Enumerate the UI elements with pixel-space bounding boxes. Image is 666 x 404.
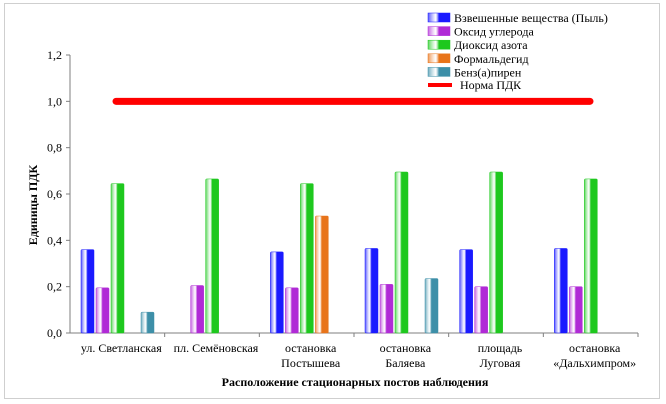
x-category-label: остановка Постышева [281, 341, 341, 370]
y-tick-label: 1,2 [47, 48, 62, 62]
legend-label: Оксид углерода [454, 25, 534, 39]
legend-label: Норма ПДК [460, 78, 522, 92]
y-tick-label: 0,4 [47, 233, 62, 247]
bar [140, 311, 155, 334]
y-tick-label: 0,2 [47, 280, 62, 294]
legend-swatch [427, 53, 451, 64]
bar [270, 251, 284, 334]
y-tick-label: 0,0 [47, 326, 62, 340]
legend-swatch [427, 67, 451, 77]
legend-label: Формальдегид [454, 52, 529, 66]
bar [364, 248, 379, 334]
bar [424, 278, 439, 334]
bar [584, 178, 598, 334]
bar [110, 183, 125, 334]
bar [190, 285, 204, 334]
bar [300, 183, 314, 334]
bar [379, 284, 394, 334]
bars [80, 171, 598, 334]
legend-swatch [427, 26, 451, 36]
bar [285, 287, 299, 334]
x-axis-title: Расположение стационарных постов наблюде… [222, 375, 489, 389]
legend-label: Взвешенные вещества (Пыль) [454, 11, 608, 25]
x-category-label: остановка «Дальхимпром» [553, 341, 636, 370]
y-tick-label: 1,0 [47, 94, 62, 108]
bar [394, 171, 409, 334]
bar [205, 178, 219, 334]
bar [80, 249, 95, 334]
y-tick-label: 0,6 [47, 187, 62, 201]
y-tick-label: 0,8 [47, 141, 62, 155]
x-category-label: ул. Светланская [81, 341, 162, 355]
axes [66, 54, 639, 337]
legend-label: Бенз(а)пирен [454, 65, 522, 79]
y-axis-title: Единицы ПДК [26, 165, 40, 246]
bar [489, 171, 503, 334]
x-category-label: остановка Баляева [380, 341, 432, 370]
legend-swatch [427, 12, 451, 23]
bar [95, 287, 110, 334]
labels: 0,0 0,2 0,4 0,6 0,8 1,0 1,2 ул. Светланская пл. … [47, 48, 636, 370]
bar [474, 286, 488, 334]
legend-label: Диоксид азота [454, 38, 528, 52]
legend: Взвешенные вещества (Пыль)Оксид углерода… [427, 11, 608, 92]
bar [554, 248, 568, 334]
bar [459, 249, 473, 334]
bar [315, 215, 329, 334]
bar [569, 286, 583, 334]
x-category-label: площадь Луговая [478, 341, 523, 370]
x-category-label: пл. Семёновская [174, 341, 259, 355]
legend-swatch [427, 39, 451, 50]
